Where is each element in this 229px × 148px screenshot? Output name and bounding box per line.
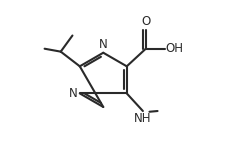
Text: N: N — [98, 38, 107, 51]
Text: NH: NH — [134, 112, 151, 125]
Text: O: O — [141, 15, 150, 28]
Text: OH: OH — [165, 42, 183, 55]
Text: N: N — [69, 87, 78, 100]
